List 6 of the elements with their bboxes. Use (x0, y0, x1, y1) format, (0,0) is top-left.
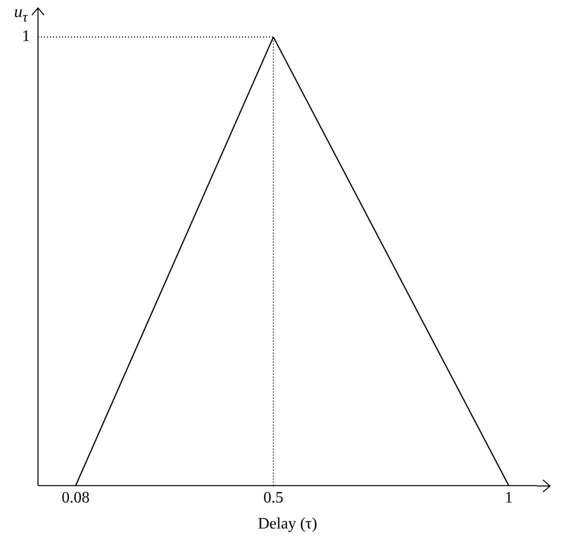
x-tick-label: 0.5 (263, 489, 284, 506)
x-axis-title: Delay (τ) (258, 516, 318, 533)
y-axis-title: u$_{τ}$ (14, 2, 28, 26)
x-tick-label: 1 (504, 489, 513, 506)
ref-line-label: 1 (22, 28, 30, 46)
x-tick-label: 0.08 (62, 489, 90, 506)
